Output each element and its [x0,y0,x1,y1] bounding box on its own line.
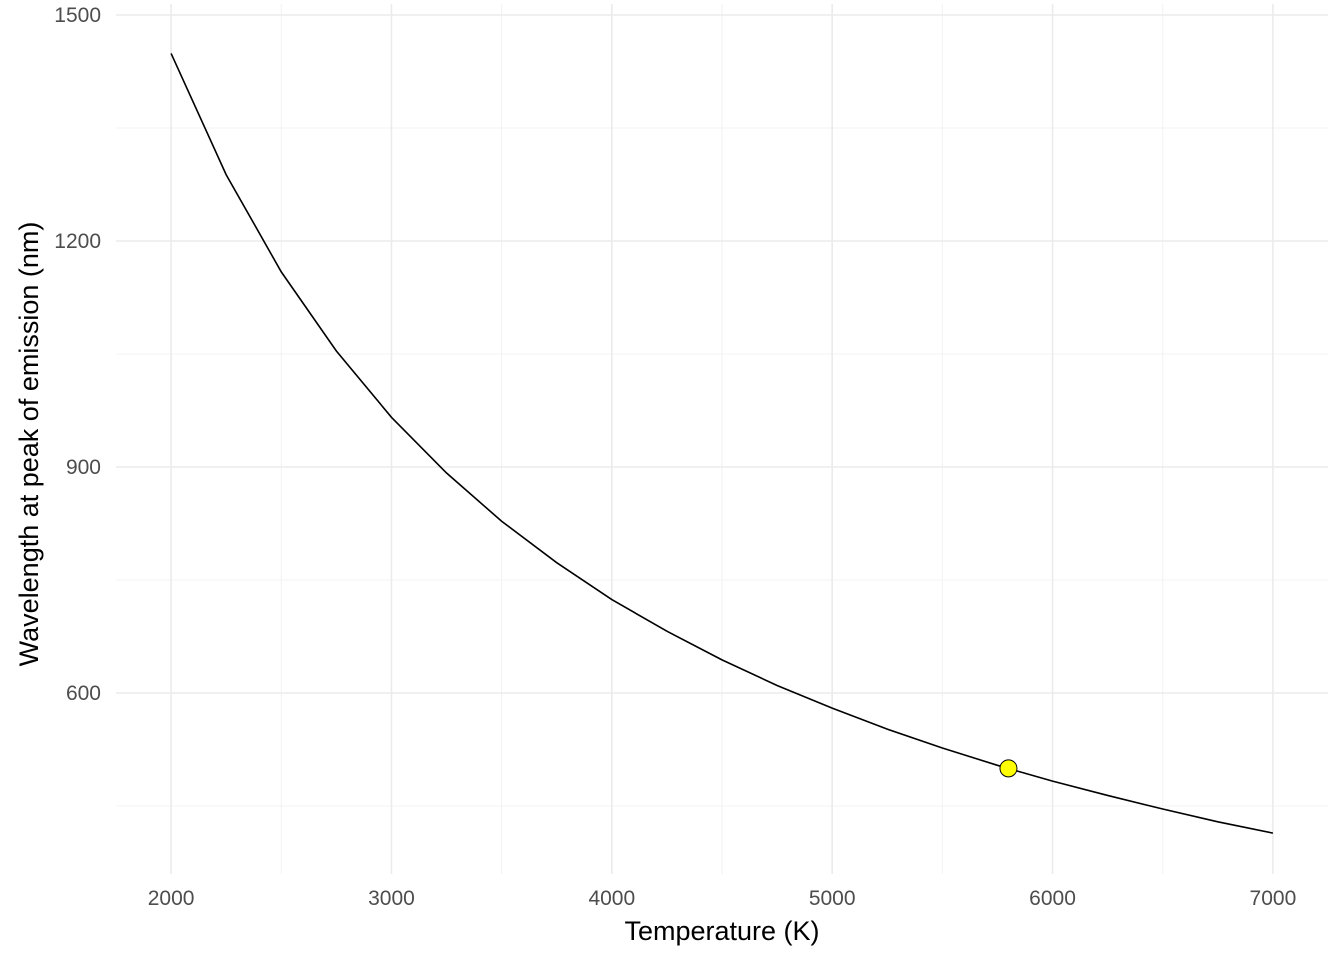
x-tick-label: 5000 [809,887,856,910]
points-layer [999,759,1018,778]
y-tick-label: 1500 [54,4,101,27]
y-tick-label: 1200 [54,230,101,253]
major-gridlines [116,4,1328,874]
x-axis-title: Temperature (K) [624,916,819,946]
x-axis-tick-labels: 2000 3000 4000 5000 6000 7000 [148,887,1297,910]
x-tick-label: 3000 [368,887,415,910]
y-tick-label: 900 [66,456,101,479]
x-tick-label: 7000 [1250,887,1297,910]
minor-gridlines [116,4,1328,874]
series-line [170,53,1274,834]
y-axis-tick-labels: 600 900 1200 1500 [54,4,101,705]
y-axis-title: Wavelength at peak of emission (nm) [14,222,44,667]
x-tick-label: 2000 [148,887,195,910]
highlight-point [999,759,1018,778]
x-tick-label: 4000 [588,887,635,910]
y-tick-label: 600 [66,682,101,705]
series-layer [170,53,1274,834]
x-tick-label: 6000 [1029,887,1076,910]
